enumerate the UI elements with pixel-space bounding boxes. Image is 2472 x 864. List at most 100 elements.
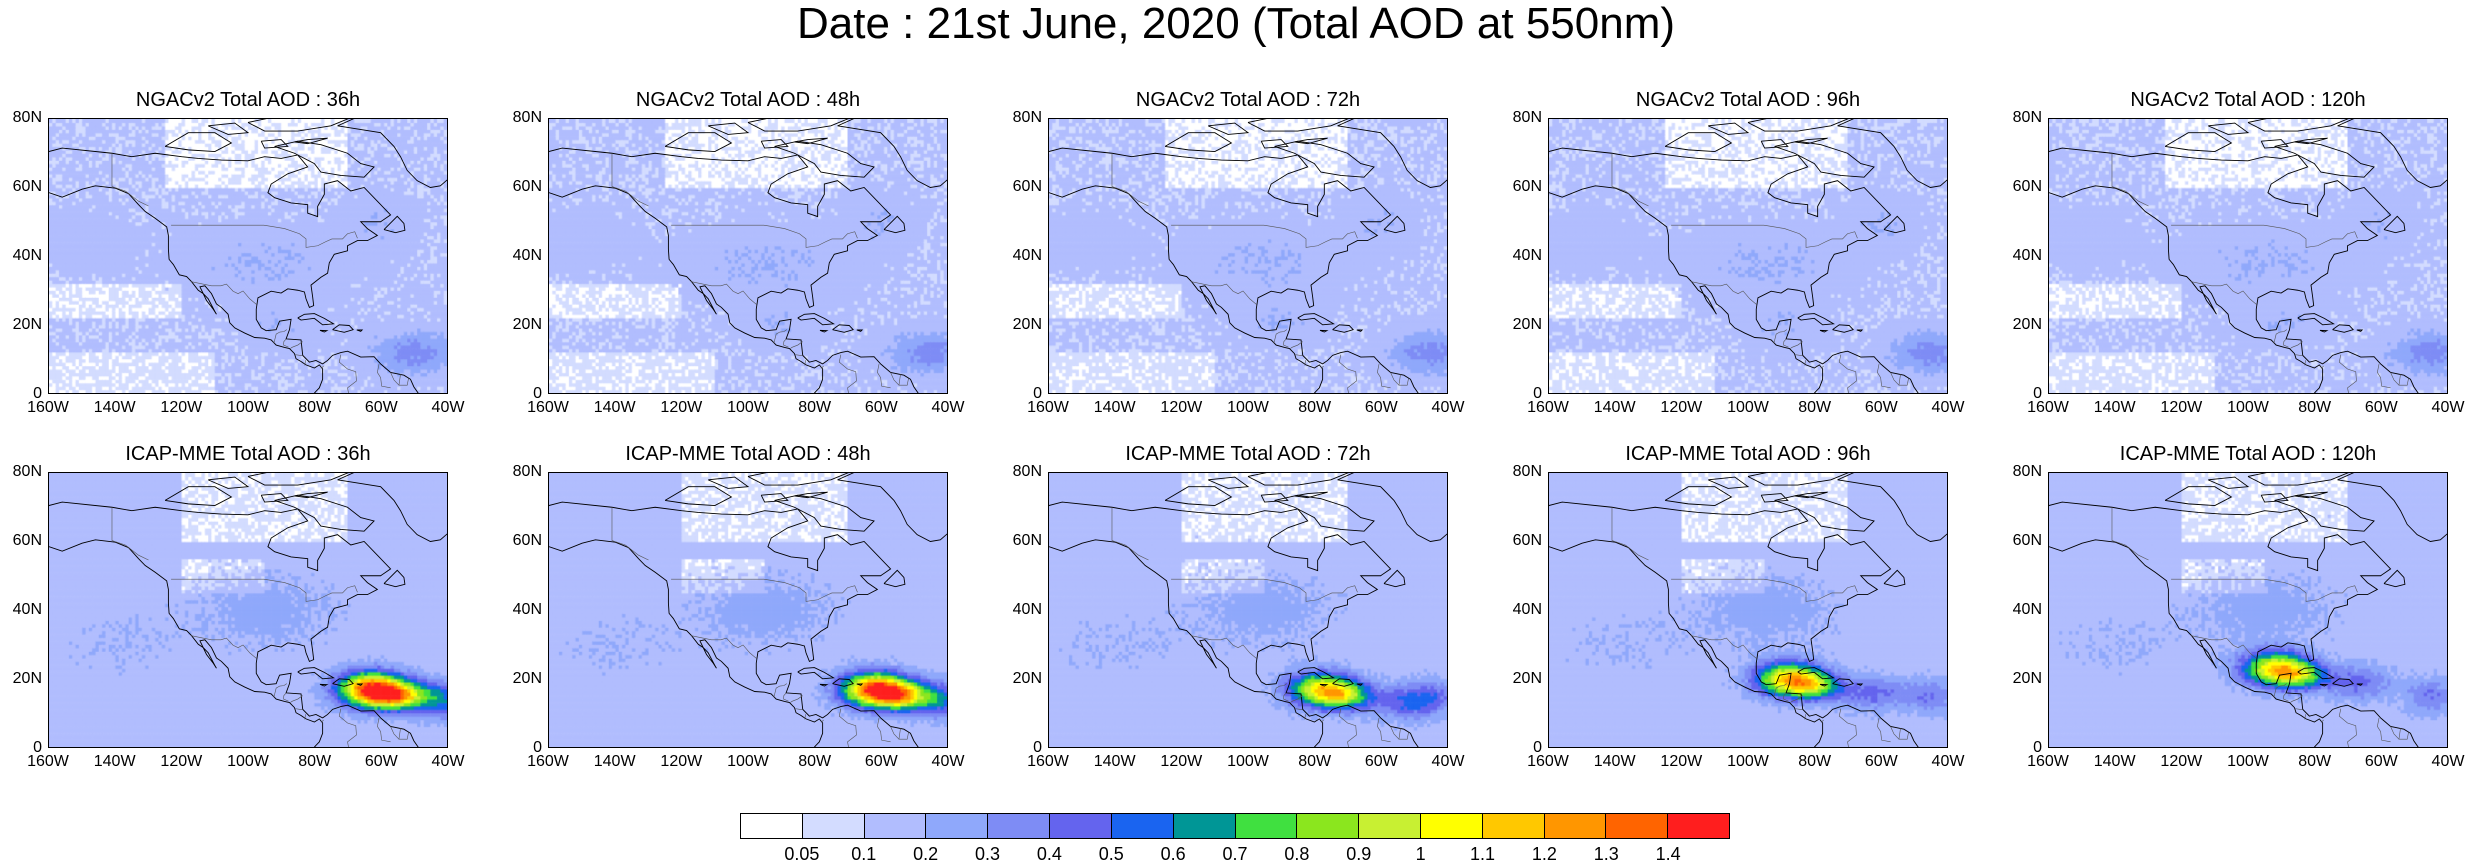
- lat-tick-label: 80N: [1512, 109, 1542, 126]
- lat-tick-labels: 80N 60N 40N 20N 0: [1000, 464, 1042, 756]
- lat-tick-label: 0: [33, 739, 42, 756]
- country-border: [1773, 683, 1787, 698]
- country-border: [1890, 726, 1900, 740]
- coastline: [274, 140, 375, 178]
- country-border: [838, 354, 857, 393]
- country-border: [1898, 728, 1909, 740]
- country-border: [390, 726, 400, 740]
- country-border: [773, 329, 787, 344]
- coastline: [2383, 569, 2406, 588]
- lat-tick-label: 60N: [1012, 178, 1042, 195]
- country-border: [304, 714, 307, 720]
- lat-tick-label: 20N: [12, 670, 42, 687]
- country-border: [295, 708, 303, 710]
- lat-tick-labels: 80N 60N 40N 20N 0: [500, 464, 542, 756]
- panel-title: NGACv2 Total AOD : 96h: [1635, 89, 1861, 111]
- lat-tick-label: 40N: [1512, 601, 1542, 618]
- lon-tick-label: 80W: [298, 399, 332, 416]
- coastline: [1164, 132, 1233, 153]
- coastline: [2208, 476, 2250, 489]
- coastline: [1297, 667, 1335, 680]
- coastline: [164, 486, 233, 507]
- lat-tick-label: 40N: [2012, 247, 2042, 264]
- lon-tick-label: 40W: [1431, 399, 1465, 416]
- country-border: [789, 341, 803, 350]
- panel-title: ICAP-MME Total AOD : 72h: [1125, 443, 1371, 465]
- country-border: [1783, 338, 1789, 348]
- coastline: [356, 683, 364, 686]
- lat-tick-label: 40N: [1012, 247, 1042, 264]
- lat-tick-label: 80N: [2012, 109, 2042, 126]
- lat-tick-label: 40N: [512, 601, 542, 618]
- coastline: [837, 473, 947, 542]
- aod-field: [1049, 119, 1447, 393]
- lat-tick-label: 20N: [1512, 670, 1542, 687]
- country-border: [2111, 153, 2149, 207]
- lon-tick-label: 80W: [1298, 753, 1332, 770]
- coastline: [794, 137, 828, 145]
- coastline: [1332, 678, 1354, 687]
- country-border: [890, 726, 900, 740]
- lat-tick-label: 80N: [512, 463, 542, 480]
- coastline: [794, 491, 828, 499]
- country-border: [2289, 341, 2303, 350]
- coastline: [856, 329, 864, 332]
- country-border: [1295, 354, 1303, 356]
- lat-tick-labels: 80N 60N 40N 20N 0: [1500, 110, 1542, 402]
- lon-tick-label: 80W: [1298, 399, 1332, 416]
- aod-field: [549, 119, 947, 393]
- panel-title: NGACv2 Total AOD : 72h: [1135, 89, 1361, 111]
- lon-tick-label: 160W: [1527, 399, 1569, 416]
- country-border: [273, 329, 287, 344]
- coastline: [1049, 501, 1419, 747]
- colorbar-level-label: 0.6: [1160, 844, 1186, 864]
- map-panel-ngacv2-72h: NGACv2 Total AOD : 72h 80N 60N 40N 20N 0 160W 1…: [1013, 89, 1465, 416]
- lon-tick-label: 100W: [1227, 753, 1269, 770]
- country-border: [273, 683, 287, 698]
- map-panel-icap-mme-120h: ICAP-MME Total AOD : 120h 80N 60N 40N 20N 0 16…: [2013, 444, 2465, 770]
- lon-tick-label: 100W: [2227, 399, 2269, 416]
- country-border: [2171, 578, 2358, 602]
- lon-tick-label: 100W: [727, 399, 769, 416]
- lon-tick-label: 100W: [1227, 399, 1269, 416]
- country-border: [1773, 329, 1787, 344]
- country-border: [611, 507, 649, 561]
- country-border: [1691, 635, 1757, 659]
- country-border: [304, 360, 307, 366]
- coastline: [1797, 313, 1835, 326]
- lat-tick-label: 60N: [2012, 178, 2042, 195]
- lat-tick-label: 0: [533, 385, 542, 402]
- lon-tick-label: 40W: [931, 399, 965, 416]
- country-border: [898, 728, 909, 740]
- colorbar-swatch: [1668, 814, 1729, 838]
- lat-tick-label: 60N: [12, 178, 42, 195]
- coastline: [319, 329, 329, 333]
- coastline: [1247, 473, 1349, 486]
- coastline: [1774, 140, 1875, 178]
- map-panel-icap-mme-48h: ICAP-MME Total AOD : 48h 80N 60N 40N 20N 0 160…: [513, 444, 965, 770]
- country-border: [1171, 578, 1358, 602]
- country-border: [2111, 507, 2149, 561]
- country-border: [838, 708, 857, 747]
- country-border: [398, 374, 409, 386]
- country-border: [795, 708, 803, 710]
- panel-title: NGACv2 Total AOD : 48h: [635, 89, 861, 111]
- colorbar-level-label: 0.4: [1036, 844, 1062, 864]
- colorbar-level-label: 0.05: [784, 844, 820, 864]
- country-border: [1283, 338, 1289, 348]
- lat-tick-label: 20N: [2012, 670, 2042, 687]
- coastline: [2260, 493, 2289, 503]
- coastline: [356, 329, 364, 332]
- map-panel-ngacv2-36h: NGACv2 Total AOD : 36h 80N 60N 40N 20N 0 160W 1…: [13, 90, 465, 416]
- coastline: [1797, 667, 1835, 680]
- coastline: [1549, 147, 1919, 393]
- coastline: [1549, 539, 1824, 747]
- country-border: [398, 728, 409, 740]
- map-panel-ngacv2-120h: NGACv2 Total AOD : 120h 80N 60N 40N 20N 0 160W…: [2013, 90, 2465, 416]
- country-border: [821, 365, 824, 369]
- coastline: [549, 501, 919, 747]
- coastline: [1260, 139, 1289, 149]
- country-border: [1611, 153, 1649, 207]
- coastline: [1260, 493, 1289, 503]
- country-border: [671, 578, 858, 602]
